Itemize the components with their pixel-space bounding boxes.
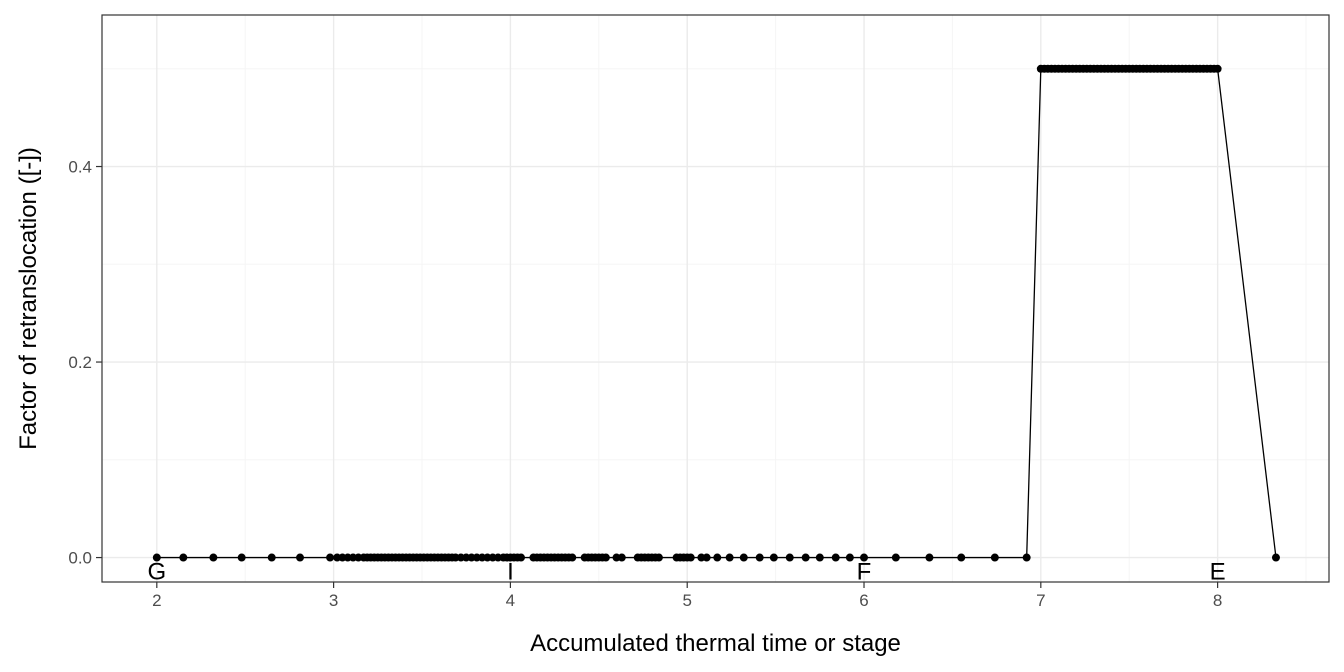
y-tick-label: 0.4 [68, 158, 92, 177]
data-point [831, 553, 840, 562]
data-point [891, 553, 900, 562]
x-tick-label: 6 [859, 591, 868, 610]
data-point [267, 553, 276, 562]
data-point [702, 553, 711, 562]
data-point [209, 553, 218, 562]
y-tick-label: 0.2 [68, 353, 92, 372]
x-axis-title: Accumulated thermal time or stage [530, 630, 901, 657]
data-point [617, 553, 626, 562]
data-point [152, 553, 161, 562]
x-tick-label: 7 [1036, 591, 1045, 610]
data-point [713, 553, 722, 562]
x-tick-label: 2 [152, 591, 161, 610]
series-points-group [152, 64, 1280, 562]
x-tick-label: 8 [1213, 591, 1222, 610]
y-tick-label: 0.0 [68, 549, 92, 568]
data-point [326, 553, 335, 562]
data-point [957, 553, 966, 562]
data-point [237, 553, 246, 562]
x-tick-label: 5 [682, 591, 691, 610]
data-point [1022, 553, 1031, 562]
data-point [686, 553, 695, 562]
y-axis-title: Factor of retranslocation ([-]) [15, 147, 42, 450]
data-point [1271, 553, 1280, 562]
x-tick-label: 3 [329, 591, 338, 610]
data-point [845, 553, 854, 562]
data-point [725, 553, 734, 562]
data-point [769, 553, 778, 562]
data-point [860, 553, 869, 562]
data-point [815, 553, 824, 562]
data-point [801, 553, 810, 562]
data-point [990, 553, 999, 562]
x-axis-ticks: 2 3 4 5 6 7 8 [152, 582, 1222, 610]
data-point [517, 553, 526, 562]
data-point [925, 553, 934, 562]
data-point [1213, 64, 1222, 73]
data-point [755, 553, 764, 562]
stage-label: F [857, 559, 872, 586]
data-point [654, 553, 663, 562]
data-point [785, 553, 794, 562]
stage-label: I [507, 559, 514, 586]
data-point [296, 553, 305, 562]
x-tick-label: 4 [506, 591, 515, 610]
stage-label: E [1210, 559, 1226, 586]
data-point [601, 553, 610, 562]
y-axis-ticks: 0.0 0.2 0.4 [68, 158, 102, 568]
data-point [568, 553, 577, 562]
panel-border [101, 14, 1330, 583]
stage-label: G [147, 559, 166, 586]
data-point [739, 553, 748, 562]
data-point [179, 553, 188, 562]
